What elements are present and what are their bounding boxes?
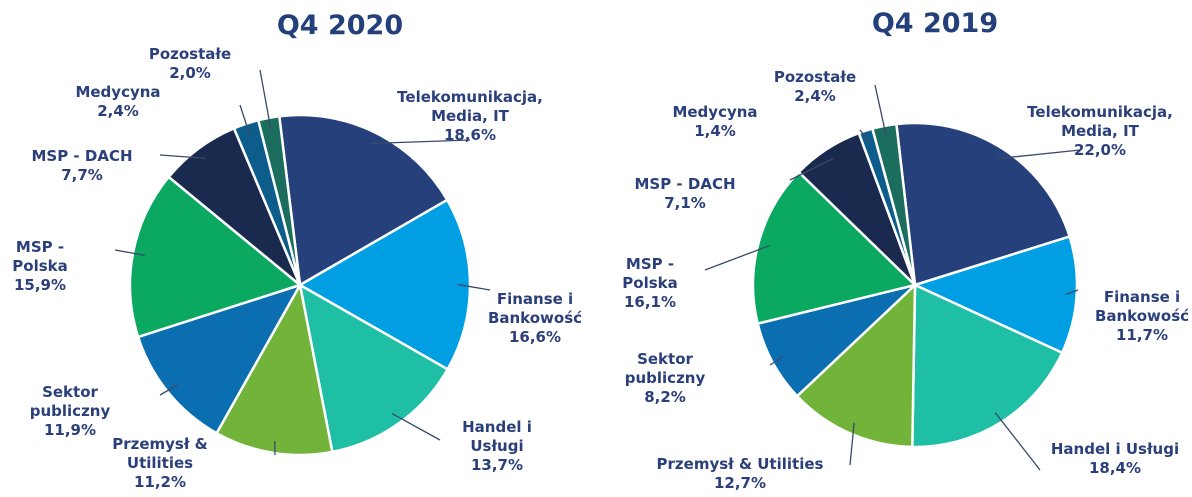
category-label: Finanse i Bankowość: [487, 290, 583, 327]
leader-line: [789, 158, 834, 181]
slice-label: MSP - DACH 7,1%: [625, 175, 745, 213]
leader-line: [874, 84, 888, 138]
pie-slice: [136, 282, 303, 435]
leader-line: [391, 412, 441, 441]
leader-line: [994, 412, 1041, 471]
category-label: Handel i Usługi: [1050, 440, 1180, 458]
pie-slice: [214, 281, 334, 457]
slice-label: Handel i Usługi 18,4%: [1040, 440, 1190, 478]
value-label: 13,7%: [470, 456, 524, 474]
chart-title: Q4 2019: [871, 8, 999, 39]
value-label: 8,2%: [644, 388, 686, 406]
slice-label: Medycyna 1,4%: [665, 103, 765, 141]
value-label: 16,6%: [508, 328, 562, 346]
value-label: 2,0%: [169, 64, 211, 82]
value-label: 7,7%: [61, 166, 103, 184]
value-label: 11,9%: [43, 421, 97, 439]
slice-label: Telekomunikacja, Media, IT 22,0%: [1015, 103, 1185, 160]
value-label: 18,4%: [1088, 459, 1142, 477]
leader-line: [259, 69, 272, 130]
leader-line: [996, 149, 1081, 160]
value-label: 1,4%: [694, 122, 736, 140]
slice-label: Pozostałe 2,0%: [140, 45, 240, 83]
leader-line: [370, 139, 471, 145]
slice-label: Finanse i Bankowość 16,6%: [480, 290, 590, 347]
category-label: MSP - Polska: [12, 238, 68, 275]
category-label: Handel i Usługi: [462, 418, 532, 455]
slice-label: Sektor publiczny 11,9%: [15, 383, 125, 440]
slice-label: Handel i Usługi 13,7%: [452, 418, 542, 475]
leader-line: [457, 283, 491, 291]
value-label: 16,1%: [623, 293, 677, 311]
slice-label: Medycyna 2,4%: [68, 83, 168, 121]
slice-label: Pozostałe 2,4%: [765, 68, 865, 106]
category-label: MSP - DACH: [634, 175, 736, 193]
slice-label: Przemysł & Utilities 12,7%: [640, 455, 840, 493]
slice-label: Sektor publiczny 8,2%: [610, 350, 720, 407]
category-label: Przemysł & Utilities: [112, 435, 208, 472]
slice-label: Telekomunikacja, Media, IT 18,6%: [385, 88, 555, 145]
category-label: Przemysł & Utilities: [656, 455, 824, 473]
leader-line: [849, 422, 855, 466]
leader-line: [704, 244, 770, 271]
leader-line: [159, 384, 178, 396]
value-label: 15,9%: [13, 276, 67, 294]
category-label: Telekomunikacja, Media, IT: [397, 88, 543, 125]
leader-line: [239, 104, 251, 136]
slice-label: MSP - Polska 16,1%: [600, 255, 700, 312]
pie-slice: [277, 113, 449, 288]
leader-line: [159, 154, 206, 159]
category-label: Medycyna: [672, 103, 758, 121]
category-label: Sektor publiczny: [624, 350, 706, 387]
slice-label: Finanse i Bankowość 11,7%: [1087, 288, 1192, 345]
category-label: Sektor publiczny: [29, 383, 111, 420]
leader-line: [859, 129, 870, 142]
slice-label: MSP - DACH 7,7%: [22, 147, 142, 185]
category-label: Pozostałe: [773, 68, 857, 86]
slice-label: Przemysł & Utilities 11,2%: [100, 435, 220, 492]
value-label: 2,4%: [97, 102, 139, 120]
pie-slice: [298, 282, 450, 454]
leader-line: [114, 249, 145, 256]
value-label: 11,2%: [133, 473, 187, 491]
leader-line: [769, 356, 784, 366]
chart-title: Q4 2020: [276, 10, 404, 41]
value-label: 2,4%: [794, 87, 836, 105]
slice-label: MSP - Polska 15,9%: [0, 238, 90, 295]
value-label: 11,7%: [1115, 326, 1169, 344]
value-label: 18,6%: [443, 126, 497, 144]
category-label: Pozostałe: [148, 45, 232, 63]
category-label: Finanse i Bankowość: [1094, 288, 1190, 325]
pie-slice: [911, 283, 1064, 449]
value-label: 12,7%: [713, 474, 767, 492]
pie-slice: [795, 282, 917, 449]
value-label: 22,0%: [1073, 141, 1127, 159]
category-label: MSP - DACH: [31, 147, 133, 165]
pie-slice: [751, 170, 918, 326]
leader-line: [1065, 289, 1079, 296]
category-label: MSP - Polska: [622, 255, 678, 292]
value-label: 7,1%: [664, 194, 706, 212]
category-label: Telekomunikacja, Media, IT: [1027, 103, 1173, 140]
pie-slice: [297, 198, 472, 371]
category-label: Medycyna: [75, 83, 161, 101]
pie-slice: [911, 234, 1079, 355]
pie-slice: [894, 121, 1072, 287]
